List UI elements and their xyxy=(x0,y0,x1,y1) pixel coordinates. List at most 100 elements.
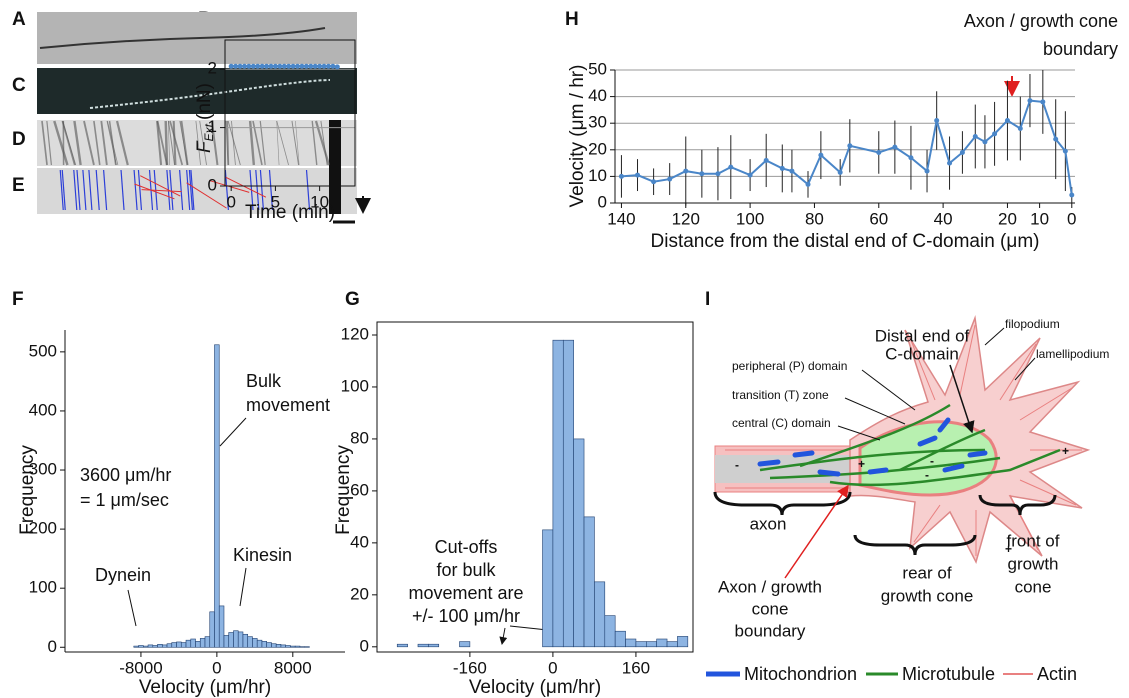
kymo-track xyxy=(61,169,66,211)
y-tick-label: 1 xyxy=(208,117,217,136)
mitochondria xyxy=(757,417,988,477)
x-tick-label: -160 xyxy=(453,658,487,677)
point xyxy=(277,63,283,69)
point xyxy=(934,118,940,124)
chart: 0 20 40 60 80 100 120 -160 0 160 Velocity (μm/hr) F… xyxy=(333,321,694,698)
point xyxy=(317,63,323,69)
y-axis-title: Frequency xyxy=(333,445,354,535)
kymo-streak xyxy=(231,120,236,166)
point xyxy=(1062,148,1068,154)
annotation: movement xyxy=(246,395,330,415)
kymo-streak xyxy=(210,120,219,166)
bar xyxy=(233,630,239,648)
x-axis-title: Velocity (μm/hr) xyxy=(139,677,271,698)
pointer xyxy=(239,567,247,607)
point xyxy=(1017,126,1023,132)
x-tick-label: 80 xyxy=(805,209,824,228)
pointer xyxy=(219,417,247,447)
bar xyxy=(646,641,657,648)
bar xyxy=(266,642,272,648)
kymo-track xyxy=(82,169,87,211)
y-tick-label: 120 xyxy=(341,324,369,343)
annotation: Kinesin xyxy=(233,545,292,565)
point xyxy=(728,164,734,170)
kymo-track xyxy=(120,169,125,211)
sign: - xyxy=(925,468,929,482)
y-tick-label: 2 xyxy=(208,59,217,78)
bar xyxy=(209,611,215,648)
bar xyxy=(214,344,220,648)
point xyxy=(992,131,998,137)
sign: - xyxy=(735,458,739,472)
kymo-track xyxy=(88,169,93,211)
y-tick-label: 20 xyxy=(350,584,369,603)
y-tick-label: 10 xyxy=(588,166,607,185)
bar xyxy=(147,644,154,648)
bar xyxy=(256,639,263,648)
point xyxy=(1004,118,1010,124)
pointer xyxy=(499,627,508,645)
bar xyxy=(656,638,668,648)
kymo-streak xyxy=(248,120,256,166)
bar xyxy=(428,643,440,648)
annotation: movement are xyxy=(408,583,523,603)
annotation: boundary xyxy=(1043,39,1118,59)
x-tick-label: 160 xyxy=(622,658,650,677)
kymo-streak xyxy=(195,120,201,166)
plot-frame xyxy=(224,39,356,187)
panel-label: E xyxy=(12,175,25,196)
y-tick-label: 500 xyxy=(29,341,57,360)
bar xyxy=(176,641,182,648)
point xyxy=(303,63,309,69)
kymo-track xyxy=(305,169,311,211)
kymo-track xyxy=(224,169,229,211)
kymo-track xyxy=(186,169,191,211)
y-tick-label: 0 xyxy=(48,637,57,656)
bar xyxy=(157,644,163,648)
bar xyxy=(195,641,201,648)
point xyxy=(924,168,930,174)
point xyxy=(308,63,314,69)
pointer xyxy=(837,425,881,441)
kymo-streak xyxy=(199,120,207,166)
point xyxy=(312,63,318,69)
sign: + xyxy=(858,457,865,471)
point xyxy=(818,152,824,158)
point xyxy=(259,63,265,69)
panel-label: H xyxy=(565,9,579,30)
bar xyxy=(261,641,267,648)
kymo-streak xyxy=(314,120,331,166)
point xyxy=(972,134,978,139)
pointer xyxy=(861,369,916,411)
kymo-track xyxy=(255,169,260,211)
bar xyxy=(275,644,282,648)
panel-label: F xyxy=(12,289,24,310)
point xyxy=(715,171,721,177)
kymo-track xyxy=(133,169,138,211)
point xyxy=(286,63,292,69)
kymo-streak xyxy=(227,120,241,166)
kymo-track xyxy=(169,169,174,211)
annotation: Axon / growth cone xyxy=(964,11,1118,31)
y-tick-label: 200 xyxy=(29,519,57,538)
bar xyxy=(285,645,291,648)
point xyxy=(1040,99,1046,105)
y-tick-label: 60 xyxy=(350,480,369,499)
bar xyxy=(604,615,616,648)
bar xyxy=(161,644,168,648)
kymo-streak xyxy=(106,120,117,166)
kymo-streak xyxy=(62,120,77,166)
kymo-track xyxy=(268,169,274,211)
label: transition (T) zone xyxy=(732,388,829,402)
label: cone xyxy=(752,599,789,618)
x-tick-label: 0 xyxy=(548,658,557,677)
kymo-streak xyxy=(180,120,189,166)
point xyxy=(228,63,234,69)
sign: + xyxy=(1062,444,1069,458)
annotation: 3600 μm/hr xyxy=(80,465,171,485)
image-edge xyxy=(329,120,341,214)
x-tick-label: 60 xyxy=(869,209,888,228)
point xyxy=(789,168,795,174)
x-tick-label: 140 xyxy=(607,209,635,228)
